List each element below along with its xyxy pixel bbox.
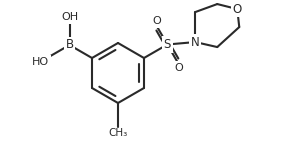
Text: N: N bbox=[191, 36, 200, 49]
Text: O: O bbox=[174, 63, 183, 73]
Text: O: O bbox=[233, 3, 242, 16]
Text: OH: OH bbox=[61, 12, 78, 22]
Text: B: B bbox=[65, 38, 74, 52]
Text: O: O bbox=[152, 16, 161, 26]
Text: CH₃: CH₃ bbox=[108, 128, 128, 138]
Text: N: N bbox=[191, 36, 200, 49]
Text: HO: HO bbox=[32, 57, 50, 67]
Text: S: S bbox=[164, 38, 171, 51]
